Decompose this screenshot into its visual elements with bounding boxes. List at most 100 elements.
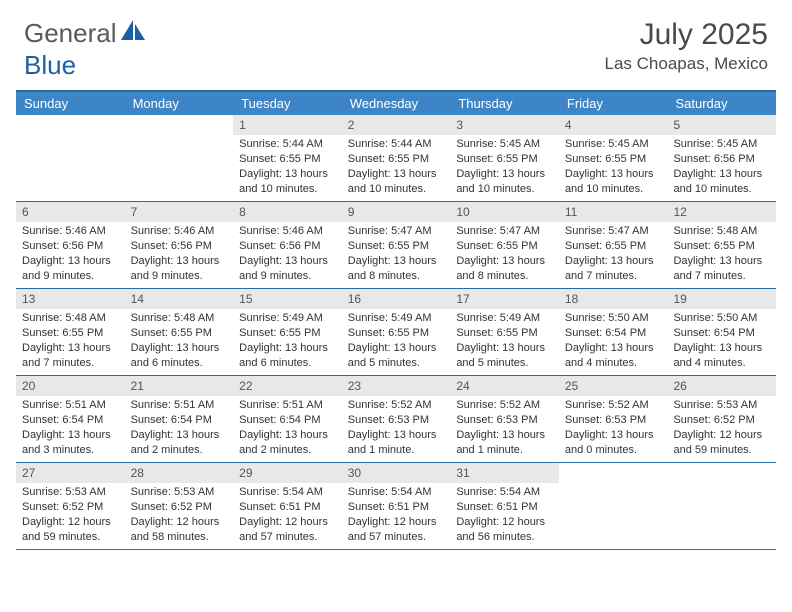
sunrise-line: Sunrise: 5:52 AM <box>565 398 662 413</box>
title-block: July 2025 Las Choapas, Mexico <box>605 18 768 74</box>
sunrise-line: Sunrise: 5:46 AM <box>22 224 119 239</box>
day-cell: 14Sunrise: 5:48 AMSunset: 6:55 PMDayligh… <box>125 289 234 375</box>
day-body: Sunrise: 5:45 AMSunset: 6:55 PMDaylight:… <box>450 135 559 200</box>
daylight-line: Daylight: 12 hours and 57 minutes. <box>239 515 336 545</box>
sunrise-line: Sunrise: 5:51 AM <box>239 398 336 413</box>
daylight-line: Daylight: 13 hours and 6 minutes. <box>239 341 336 371</box>
daylight-line: Daylight: 13 hours and 10 minutes. <box>348 167 445 197</box>
sunset-line: Sunset: 6:55 PM <box>131 326 228 341</box>
day-cell: 16Sunrise: 5:49 AMSunset: 6:55 PMDayligh… <box>342 289 451 375</box>
sunrise-line: Sunrise: 5:47 AM <box>348 224 445 239</box>
sunset-line: Sunset: 6:53 PM <box>348 413 445 428</box>
day-cell: 18Sunrise: 5:50 AMSunset: 6:54 PMDayligh… <box>559 289 668 375</box>
sunset-line: Sunset: 6:55 PM <box>348 326 445 341</box>
sunrise-line: Sunrise: 5:45 AM <box>673 137 770 152</box>
daylight-line: Daylight: 13 hours and 10 minutes. <box>239 167 336 197</box>
day-body: Sunrise: 5:50 AMSunset: 6:54 PMDaylight:… <box>559 309 668 374</box>
day-body: Sunrise: 5:51 AMSunset: 6:54 PMDaylight:… <box>125 396 234 461</box>
calendar-body: 1Sunrise: 5:44 AMSunset: 6:55 PMDaylight… <box>16 115 776 550</box>
sunrise-line: Sunrise: 5:45 AM <box>565 137 662 152</box>
brand-logo: General <box>24 18 151 49</box>
sunrise-line: Sunrise: 5:47 AM <box>456 224 553 239</box>
day-cell: 23Sunrise: 5:52 AMSunset: 6:53 PMDayligh… <box>342 376 451 462</box>
brand-text-1: General <box>24 18 117 49</box>
sunrise-line: Sunrise: 5:51 AM <box>22 398 119 413</box>
day-number: 31 <box>450 463 559 483</box>
sunset-line: Sunset: 6:54 PM <box>565 326 662 341</box>
day-cell: 1Sunrise: 5:44 AMSunset: 6:55 PMDaylight… <box>233 115 342 201</box>
sunrise-line: Sunrise: 5:49 AM <box>456 311 553 326</box>
sunset-line: Sunset: 6:51 PM <box>456 500 553 515</box>
day-body: Sunrise: 5:51 AMSunset: 6:54 PMDaylight:… <box>16 396 125 461</box>
day-number: 24 <box>450 376 559 396</box>
sunrise-line: Sunrise: 5:52 AM <box>348 398 445 413</box>
daylight-line: Daylight: 12 hours and 59 minutes. <box>22 515 119 545</box>
day-cell: 3Sunrise: 5:45 AMSunset: 6:55 PMDaylight… <box>450 115 559 201</box>
sunrise-line: Sunrise: 5:44 AM <box>348 137 445 152</box>
sunrise-line: Sunrise: 5:53 AM <box>22 485 119 500</box>
day-number: 4 <box>559 115 668 135</box>
daylight-line: Daylight: 13 hours and 2 minutes. <box>239 428 336 458</box>
day-number: 5 <box>667 115 776 135</box>
daylight-line: Daylight: 13 hours and 10 minutes. <box>456 167 553 197</box>
day-number: 19 <box>667 289 776 309</box>
sunset-line: Sunset: 6:51 PM <box>239 500 336 515</box>
sunrise-line: Sunrise: 5:53 AM <box>673 398 770 413</box>
day-number: 22 <box>233 376 342 396</box>
day-cell: 25Sunrise: 5:52 AMSunset: 6:53 PMDayligh… <box>559 376 668 462</box>
sunrise-line: Sunrise: 5:53 AM <box>131 485 228 500</box>
sunset-line: Sunset: 6:54 PM <box>22 413 119 428</box>
day-body: Sunrise: 5:54 AMSunset: 6:51 PMDaylight:… <box>233 483 342 548</box>
sunrise-line: Sunrise: 5:46 AM <box>239 224 336 239</box>
day-cell: 28Sunrise: 5:53 AMSunset: 6:52 PMDayligh… <box>125 463 234 549</box>
month-title: July 2025 <box>605 18 768 52</box>
dow-header: Sunday <box>16 92 125 115</box>
header: General July 2025 Las Choapas, Mexico <box>0 0 792 82</box>
day-number: 20 <box>16 376 125 396</box>
day-body: Sunrise: 5:44 AMSunset: 6:55 PMDaylight:… <box>233 135 342 200</box>
day-body: Sunrise: 5:46 AMSunset: 6:56 PMDaylight:… <box>233 222 342 287</box>
sunset-line: Sunset: 6:52 PM <box>22 500 119 515</box>
daylight-line: Daylight: 13 hours and 5 minutes. <box>348 341 445 371</box>
day-number: 7 <box>125 202 234 222</box>
day-number: 6 <box>16 202 125 222</box>
dow-header: Wednesday <box>342 92 451 115</box>
day-body: Sunrise: 5:49 AMSunset: 6:55 PMDaylight:… <box>450 309 559 374</box>
day-body: Sunrise: 5:48 AMSunset: 6:55 PMDaylight:… <box>667 222 776 287</box>
week-row: 20Sunrise: 5:51 AMSunset: 6:54 PMDayligh… <box>16 376 776 463</box>
day-body: Sunrise: 5:49 AMSunset: 6:55 PMDaylight:… <box>342 309 451 374</box>
day-body: Sunrise: 5:53 AMSunset: 6:52 PMDaylight:… <box>667 396 776 461</box>
brand-text-2: Blue <box>24 50 76 81</box>
day-body: Sunrise: 5:52 AMSunset: 6:53 PMDaylight:… <box>450 396 559 461</box>
sunset-line: Sunset: 6:55 PM <box>456 239 553 254</box>
day-cell: 31Sunrise: 5:54 AMSunset: 6:51 PMDayligh… <box>450 463 559 549</box>
day-number: 27 <box>16 463 125 483</box>
day-body: Sunrise: 5:47 AMSunset: 6:55 PMDaylight:… <box>450 222 559 287</box>
day-number: 2 <box>342 115 451 135</box>
day-body: Sunrise: 5:48 AMSunset: 6:55 PMDaylight:… <box>125 309 234 374</box>
daylight-line: Daylight: 13 hours and 4 minutes. <box>565 341 662 371</box>
sunrise-line: Sunrise: 5:45 AM <box>456 137 553 152</box>
day-body: Sunrise: 5:45 AMSunset: 6:55 PMDaylight:… <box>559 135 668 200</box>
day-number: 11 <box>559 202 668 222</box>
sunset-line: Sunset: 6:55 PM <box>239 326 336 341</box>
daylight-line: Daylight: 13 hours and 10 minutes. <box>673 167 770 197</box>
dow-header: Monday <box>125 92 234 115</box>
sunset-line: Sunset: 6:52 PM <box>131 500 228 515</box>
sunset-line: Sunset: 6:55 PM <box>456 326 553 341</box>
day-number: 15 <box>233 289 342 309</box>
daylight-line: Daylight: 13 hours and 4 minutes. <box>673 341 770 371</box>
sunset-line: Sunset: 6:55 PM <box>673 239 770 254</box>
dow-header: Saturday <box>667 92 776 115</box>
day-cell: 13Sunrise: 5:48 AMSunset: 6:55 PMDayligh… <box>16 289 125 375</box>
sunrise-line: Sunrise: 5:52 AM <box>456 398 553 413</box>
day-number: 16 <box>342 289 451 309</box>
sunset-line: Sunset: 6:52 PM <box>673 413 770 428</box>
daylight-line: Daylight: 13 hours and 9 minutes. <box>131 254 228 284</box>
daylight-line: Daylight: 13 hours and 8 minutes. <box>456 254 553 284</box>
sunrise-line: Sunrise: 5:49 AM <box>348 311 445 326</box>
day-number: 3 <box>450 115 559 135</box>
sunrise-line: Sunrise: 5:50 AM <box>673 311 770 326</box>
sunrise-line: Sunrise: 5:54 AM <box>348 485 445 500</box>
day-cell: 24Sunrise: 5:52 AMSunset: 6:53 PMDayligh… <box>450 376 559 462</box>
